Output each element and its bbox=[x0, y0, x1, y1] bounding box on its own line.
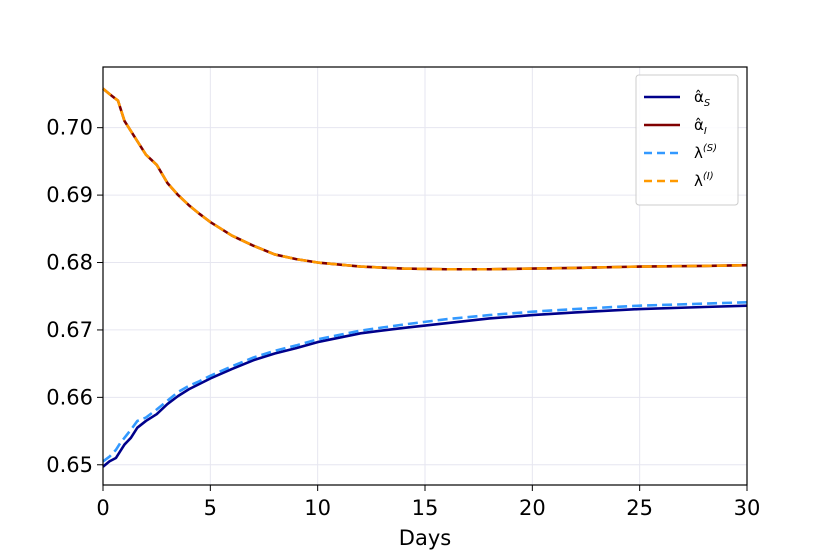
y-tick-label: 0.66 bbox=[46, 385, 93, 409]
x-axis-ticks: 0 5 10 15 20 25 30 bbox=[96, 485, 760, 520]
x-axis-label: Days bbox=[399, 526, 451, 550]
x-tick-label: 5 bbox=[204, 496, 217, 520]
series-line-4 bbox=[102, 87, 748, 271]
legend-entry-label: λ(S) bbox=[694, 143, 717, 162]
y-tick-label: 0.70 bbox=[46, 116, 93, 140]
x-tick-label: 25 bbox=[626, 496, 653, 520]
legend-entry-label: α̂S bbox=[694, 88, 711, 109]
x-tick-label: 30 bbox=[734, 496, 761, 520]
legend: α̂S α̂I λ(S) λ(I) bbox=[635, 74, 739, 206]
legend-entry-label: λ(I) bbox=[694, 171, 714, 190]
series-line-1 bbox=[102, 304, 748, 468]
series-layer bbox=[102, 87, 748, 468]
x-tick-label: 20 bbox=[519, 496, 546, 520]
x-tick-label: 10 bbox=[304, 496, 331, 520]
y-tick-label: 0.69 bbox=[46, 183, 93, 207]
legend-box bbox=[635, 74, 739, 206]
x-tick-label: 0 bbox=[96, 496, 109, 520]
y-tick-label: 0.68 bbox=[46, 251, 93, 275]
series-line-3 bbox=[102, 300, 748, 463]
legend-entry-label: α̂I bbox=[694, 116, 707, 137]
y-tick-label: 0.67 bbox=[46, 318, 93, 342]
y-axis-ticks: 0.65 0.66 0.67 0.68 0.69 0.70 bbox=[46, 116, 103, 477]
grid bbox=[102, 67, 748, 485]
y-tick-label: 0.65 bbox=[46, 453, 93, 477]
x-tick-label: 15 bbox=[412, 496, 439, 520]
